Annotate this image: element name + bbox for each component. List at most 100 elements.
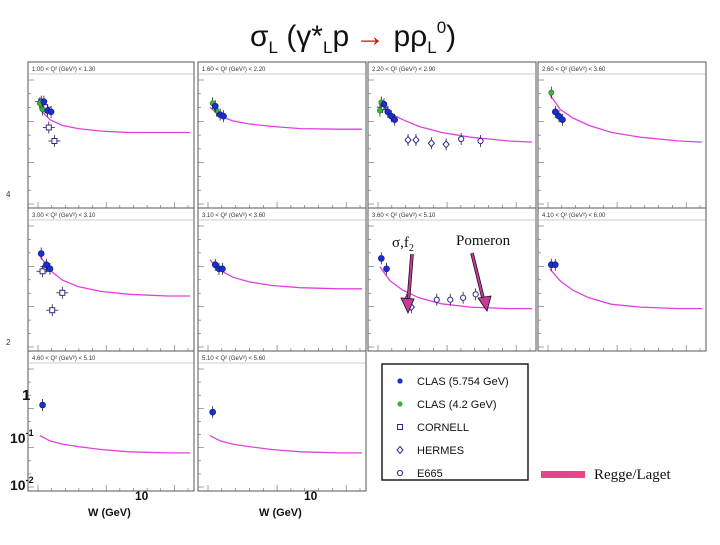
regge-laget-curve [209,435,362,454]
panel-range-label: 2.20 < Q² (GeV²) < 2.90 [372,67,436,73]
legend-frame [381,363,529,481]
panel-10: 5.10 < Q² (GeV²) < 5.60 [197,350,367,492]
legend-label: CLAS (4.2 GeV) [417,399,496,411]
regge-laget-curve [549,94,703,143]
clas57-point [211,102,219,110]
regge-legend-label: Regge/Laget [594,467,671,483]
clas57-point [209,408,216,416]
panel-frame [367,207,537,352]
panel-8: 4.10 < Q² (GeV²) < 6.00 [537,207,707,352]
panel-range-label: 3.60 < Q² (GeV²) < 5.10 [372,213,436,219]
left-axis-fragment-top: 4 [6,190,11,199]
e665-point [477,137,484,145]
regge-legend-swatch [541,471,585,478]
hermes-point [427,138,436,148]
e665-point [472,291,479,298]
annotation-pomeron: Pomeron [456,233,511,249]
panel-6: 3.10 < Q² (GeV²) < 3.60 [197,207,367,352]
regge-laget-curve [39,108,190,134]
legend-label: CORNELL [417,422,469,434]
panel-range-label: 1.00 < Q² (GeV²) < 1.30 [32,67,96,73]
panel-frame [537,207,707,352]
chart-legend: CLAS (5.754 GeV) CLAS (4.2 GeV) CORNELL HER… [381,363,529,481]
hermes-point [442,140,450,149]
e665-point [447,296,454,303]
regge-laget-curve [39,435,190,454]
panel-frame [537,61,707,209]
clas57-point [551,108,559,116]
legend-label: CLAS (5.754 GeV) [417,376,509,388]
regge-laget-curve [549,268,702,310]
legend-label: HERMES [417,445,464,457]
panel-9: 4.60 < Q² (GeV²) < 5.10 [27,350,195,492]
panel-frame [27,350,195,492]
x-axis-label-1: W (GeV) [88,507,131,519]
e665-point [433,296,440,303]
panel-range-label: 2.60 < Q² (GeV²) < 3.60 [542,67,606,73]
panel-frame [27,207,195,352]
clas57-point [40,98,48,105]
clas57-point [47,108,55,116]
panel-7: 3.60 < Q² (GeV²) < 5.10 [367,207,537,352]
legend-entry: CORNELL [397,422,469,434]
y-tick-0-1: 10-1 [10,428,34,446]
panel-3: 2.20 < Q² (GeV²) < 2.90 [367,61,537,209]
clas57-point [211,261,219,269]
slide-title: σL (γ*Lp → pρL0) [250,18,456,57]
left-axis-fragment-mid: 2 [6,338,11,347]
clas57-point [46,265,54,273]
clas57-point [383,265,390,273]
clas57-point [39,401,46,409]
legend-entry: HERMES [396,445,464,457]
panel-2: 1.60 < Q² (GeV²) < 2.20 [197,61,367,209]
panel-1: 1.00 < Q² (GeV²) < 1.30 [27,61,195,209]
legend-label: E665 [417,468,443,480]
annotation-sigma-f2: σ,f2 [392,235,414,254]
clas57-point [384,108,392,116]
legend-marker [397,424,403,430]
cornell-point [49,307,56,314]
y-tick-1: 1 [22,387,30,404]
clas42-point [548,89,555,96]
clas57-point [378,255,385,262]
panel-frame [27,61,195,209]
clas57-point [391,116,398,124]
legend-marker [396,445,404,455]
panel-frame [367,61,537,209]
cornell-point [39,268,46,275]
legend-entry: CLAS (4.2 GeV) [397,399,496,411]
y-tick-0-01: 10-2 [10,475,34,493]
cornell-point [59,289,66,296]
panel-range-label: 5.10 < Q² (GeV²) < 5.60 [202,356,266,362]
panel-frame [197,61,367,209]
clas57-point [219,265,226,273]
cornell-point [45,124,52,131]
legend-marker [397,378,403,384]
legend-marker [396,469,404,477]
panels-group: 1.00 < Q² (GeV²) < 1.30 1.60 < Q² (GeV²) … [27,61,707,492]
x-tick-10-1: 10 [135,489,149,503]
panel-range-label: 3.00 < Q² (GeV²) < 3.10 [32,213,96,219]
clas57-point [220,112,227,120]
clas57-point [559,116,566,124]
legend-entry: CLAS (5.754 GeV) [397,376,509,388]
panel-range-label: 4.60 < Q² (GeV²) < 5.10 [32,356,96,362]
hermes-point [404,135,412,145]
legend-entry: E665 [396,468,443,480]
panel-5: 3.00 < Q² (GeV²) < 3.10 [27,207,195,352]
clas42-point [377,107,383,114]
clas57-point [551,261,559,269]
regge-laget-curve [379,266,532,310]
legend-marker [397,401,403,407]
hermes-point [412,135,420,145]
panel-frame [197,207,367,352]
arrow-pomeron [470,252,492,312]
clas57-point [43,261,50,269]
panel-4: 2.60 < Q² (GeV²) < 3.60 [537,61,707,209]
e665-point [460,294,467,301]
panel-frame [197,350,367,492]
cornell-point [51,138,58,144]
x-tick-10-2: 10 [304,489,318,503]
